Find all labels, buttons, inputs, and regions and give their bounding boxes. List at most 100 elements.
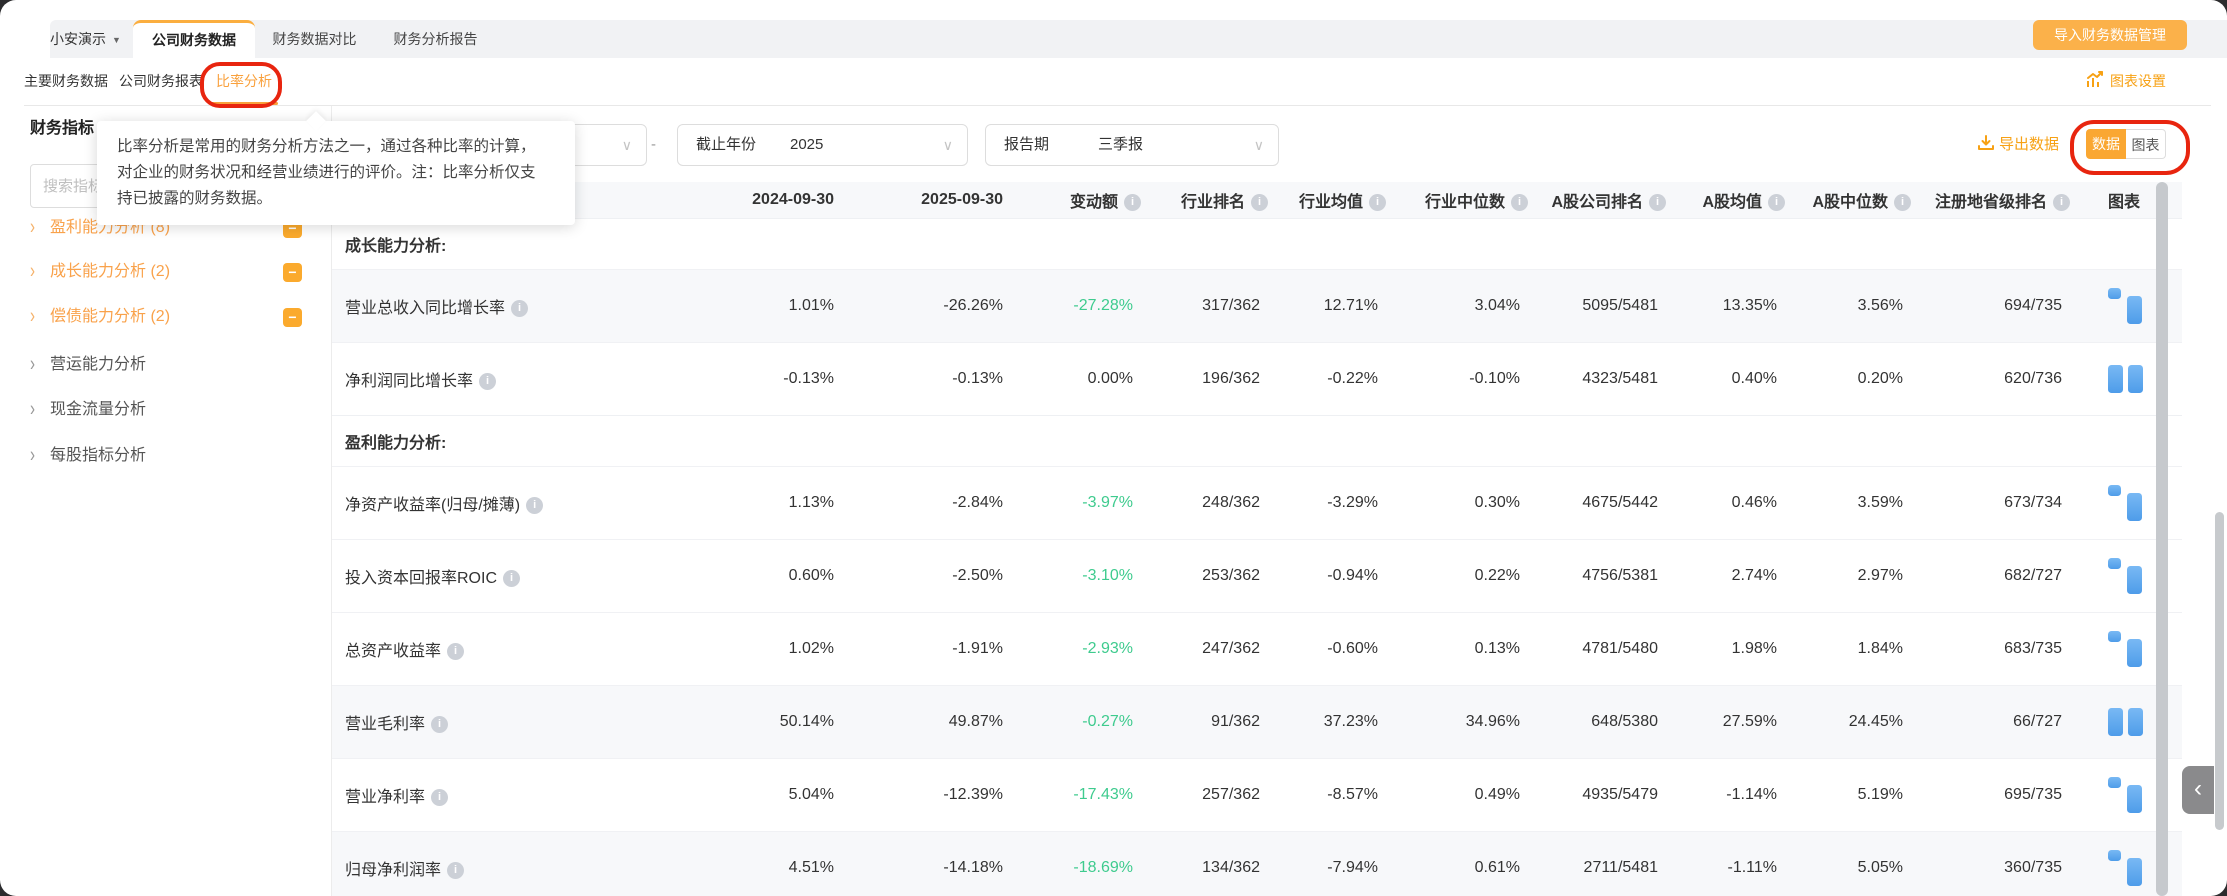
info-icon[interactable]: i xyxy=(2053,194,2070,211)
col-header-ashare-median: A股中位数 i xyxy=(1785,188,1911,212)
mini-bar-chart[interactable] xyxy=(2108,481,2148,525)
cell-industry-median: 0.22% xyxy=(1474,567,1520,584)
cell-industry-median: 0.61% xyxy=(1474,859,1520,876)
info-icon[interactable]: i xyxy=(511,300,529,317)
export-data-label: 导出数据 xyxy=(1999,136,2060,153)
sidebar-item-growth[interactable]: › 成长能力分析 (2) − xyxy=(30,257,320,287)
chevron-down-icon: ∨ xyxy=(621,137,632,153)
mini-bar-chart[interactable] xyxy=(2108,773,2148,817)
subtab-ratio-analysis[interactable]: 比率分析 xyxy=(216,73,272,89)
subtab-main-financial-data[interactable]: 主要财务数据 xyxy=(24,73,108,89)
mini-bar-chart[interactable] xyxy=(2108,627,2148,671)
table-scrollbar[interactable] xyxy=(2156,182,2168,896)
cell-province-rank: 66/727 xyxy=(2013,713,2062,730)
chart-settings-label: 图表设置 xyxy=(2110,73,2166,89)
import-financial-data-button[interactable]: 导入财务数据管理 xyxy=(2033,20,2187,50)
cell-2025: -2.50% xyxy=(952,567,1003,584)
table-row[interactable]: 营业毛利率 i 50.14% 49.87% -0.27% 91/362 37.23… xyxy=(332,685,2182,758)
info-icon[interactable]: i xyxy=(431,789,449,806)
info-icon[interactable]: i xyxy=(431,716,449,733)
cell-industry-mean: 12.71% xyxy=(1323,297,1378,314)
mini-bar-chart[interactable] xyxy=(2108,357,2148,401)
chevron-right-icon: › xyxy=(30,259,35,284)
cell-industry-median: 3.04% xyxy=(1474,297,1520,314)
sidebar-item-label: 每股指标分析 xyxy=(50,447,147,464)
top-tab-strip xyxy=(50,20,2227,58)
cell-ashare-median: 5.05% xyxy=(1857,859,1903,876)
cell-industry-mean: -0.22% xyxy=(1327,370,1378,387)
col-header-chart: 图表 xyxy=(2108,194,2141,211)
data-chart-toggle: 数据 图表 xyxy=(2086,129,2166,159)
info-icon[interactable]: i xyxy=(447,643,465,660)
cell-2024: 4.51% xyxy=(788,859,834,876)
indeterminate-checkbox[interactable]: − xyxy=(283,263,302,282)
sidebar-item-count: (2) xyxy=(150,308,171,325)
collapse-panel-handle[interactable]: ‹ xyxy=(2182,766,2214,814)
sidebar-item-count: (2) xyxy=(150,263,171,280)
mini-bar-chart[interactable] xyxy=(2108,846,2148,890)
report-period-select[interactable]: 报告期 三季报 ∨ xyxy=(985,124,1279,166)
tab-financial-data-compare[interactable]: 财务数据对比 xyxy=(272,31,357,47)
sidebar-item-cashflow[interactable]: › 现金流量分析 xyxy=(30,395,320,425)
cell-ashare-mean: 1.98% xyxy=(1731,640,1777,657)
sidebar-item-solvency[interactable]: › 偿债能力分析 (2) − xyxy=(30,302,320,332)
cell-ashare-rank: 5095/5481 xyxy=(1582,297,1658,314)
cell-change: -17.43% xyxy=(1073,786,1133,803)
table-row[interactable]: 总资产收益率 i 1.02% -1.91% -2.93% 247/362 -0.6… xyxy=(332,612,2182,685)
cell-2025: -26.26% xyxy=(943,297,1003,314)
sidebar-item-operating[interactable]: › 营运能力分析 xyxy=(30,350,320,380)
mini-bar-chart[interactable] xyxy=(2108,554,2148,598)
header-divider xyxy=(24,105,2211,106)
info-icon[interactable]: i xyxy=(1894,194,1911,211)
table-row[interactable]: 营业总收入同比增长率 i 1.01% -26.26% -27.28% 317/36… xyxy=(332,269,2182,342)
cell-ashare-mean: -1.11% xyxy=(1727,859,1777,876)
info-icon[interactable]: i xyxy=(479,373,497,390)
subtab-financial-statements[interactable]: 公司财务报表 xyxy=(119,73,203,89)
cell-2025: -12.39% xyxy=(943,786,1003,803)
cell-industry-median: 0.30% xyxy=(1474,494,1520,511)
table-row[interactable]: 归母净利润率 i 4.51% -14.18% -18.69% 134/362 -7… xyxy=(332,831,2182,896)
info-icon[interactable]: i xyxy=(447,862,465,879)
toggle-data-button[interactable]: 数据 xyxy=(2086,129,2126,159)
col-header-2025: 2025-09-30 xyxy=(921,191,1003,208)
indeterminate-checkbox[interactable]: − xyxy=(283,308,302,327)
table-row[interactable]: 营业净利率 i 5.04% -12.39% -17.43% 257/362 -8.… xyxy=(332,758,2182,831)
mini-bar-chart[interactable] xyxy=(2108,284,2148,328)
cell-industry-mean: -0.94% xyxy=(1327,567,1378,584)
cell-industry-mean: -8.57% xyxy=(1327,786,1378,803)
info-icon[interactable]: i xyxy=(1369,194,1386,211)
end-year-select[interactable]: 截止年份 2025 ∨ xyxy=(677,124,968,166)
tooltip-caret xyxy=(306,111,326,131)
info-icon[interactable]: i xyxy=(1124,194,1141,211)
tab-company-financial-data[interactable]: 公司财务数据 xyxy=(133,20,255,61)
table-row[interactable]: 净资产收益率(归母/摊薄) i 1.13% -2.84% -3.97% 248/3… xyxy=(332,466,2182,539)
cell-industry-rank: 317/362 xyxy=(1202,297,1260,314)
info-icon[interactable]: i xyxy=(503,570,521,587)
metric-label: 净资产收益率(归母/摊薄) xyxy=(345,497,521,514)
info-icon[interactable]: i xyxy=(1251,194,1268,211)
page-scrollbar[interactable] xyxy=(2215,512,2224,830)
metric-label: 总资产收益率 xyxy=(345,643,442,660)
sidebar-item-per-share[interactable]: › 每股指标分析 xyxy=(30,441,320,471)
info-icon[interactable]: i xyxy=(1649,194,1666,211)
chart-settings-link[interactable]: 图表设置 xyxy=(2085,57,2166,105)
cell-change: -0.27% xyxy=(1082,713,1133,730)
cell-2025: -1.91% xyxy=(952,640,1003,657)
metric-label: 营业总收入同比增长率 xyxy=(345,300,506,317)
info-icon[interactable]: i xyxy=(1768,194,1785,211)
workspace-dropdown[interactable]: 小安演示 ▼ xyxy=(40,20,131,58)
export-data-link[interactable]: 导出数据 xyxy=(1977,124,2059,166)
info-icon[interactable]: i xyxy=(526,497,544,514)
tab-financial-analysis-report[interactable]: 财务分析报告 xyxy=(393,31,478,47)
mini-bar-chart[interactable] xyxy=(2108,700,2148,744)
table-row[interactable]: 净利润同比增长率 i -0.13% -0.13% 0.00% 196/362 -0… xyxy=(332,342,2182,415)
toggle-chart-button[interactable]: 图表 xyxy=(2126,129,2166,159)
table-row[interactable]: 投入资本回报率ROIC i 0.60% -2.50% -3.10% 253/362… xyxy=(332,539,2182,612)
cell-2025: 49.87% xyxy=(948,713,1003,730)
cell-industry-rank: 91/362 xyxy=(1211,713,1260,730)
cell-province-rank: 695/735 xyxy=(2004,786,2062,803)
cell-ashare-median: 24.45% xyxy=(1848,713,1903,730)
info-icon[interactable]: i xyxy=(1511,194,1528,211)
